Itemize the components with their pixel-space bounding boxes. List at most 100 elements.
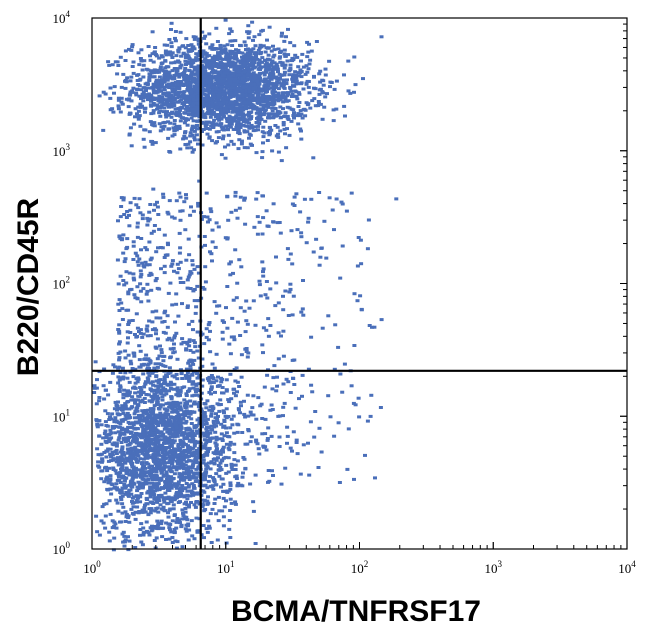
scatter-point-4570: [111, 443, 116, 447]
scatter-point-3826: [116, 381, 121, 385]
scatter-point-2551: [241, 76, 246, 80]
scatter-point-2323: [214, 86, 219, 90]
scatter-point-3966: [156, 424, 161, 427]
scatter-point-1673: [304, 64, 309, 68]
scatter-point-3811: [161, 457, 166, 461]
scatter-point-4341: [185, 489, 190, 493]
scatter-point-3766: [155, 398, 160, 402]
scatter-point-2165: [169, 41, 174, 45]
scatter-point-723: [252, 35, 257, 39]
scatter-point-995: [270, 106, 275, 110]
scatter-point-2756: [234, 366, 239, 370]
scatter-point-3650: [233, 379, 238, 383]
scatter-point-2849: [218, 465, 223, 469]
scatter-point-1883: [161, 110, 166, 114]
scatter-point-4810: [327, 196, 332, 200]
scatter-point-1060: [242, 54, 247, 58]
scatter-point-3494: [134, 439, 139, 443]
scatter-point-3110: [143, 510, 148, 514]
scatter-point-4986: [129, 362, 134, 366]
scatter-point-3890: [227, 443, 232, 447]
scatter-point-381: [260, 156, 265, 160]
scatter-point-4217: [110, 519, 115, 523]
scatter-point-4493: [188, 489, 193, 493]
scatter-point-417: [204, 83, 209, 87]
scatter-point-4420: [196, 430, 201, 434]
scatter-point-4193: [135, 406, 140, 410]
scatter-point-4422: [165, 502, 170, 506]
scatter-point-2052: [305, 103, 310, 107]
scatter-point-3728: [183, 510, 188, 514]
scatter-point-4538: [162, 464, 167, 468]
scatter-point-1912: [287, 69, 292, 73]
scatter-point-2876: [145, 376, 150, 380]
scatter-point-3776: [137, 330, 141, 333]
scatter-point-2481: [159, 125, 164, 129]
scatter-point-2857: [116, 400, 120, 404]
scatter-point-1785: [156, 99, 161, 103]
scatter-point-4893: [165, 314, 170, 318]
scatter-point-3455: [108, 478, 113, 482]
scatter-point-4048: [107, 466, 112, 470]
scatter-point-4690: [167, 366, 172, 370]
scatter-point-4464: [99, 469, 104, 473]
scatter-point-3343: [178, 389, 183, 392]
scatter-point-1811: [137, 78, 142, 82]
scatter-point-1941: [259, 79, 264, 83]
scatter-point-1879: [142, 107, 147, 111]
scatter-point-2425: [136, 109, 141, 113]
scatter-point-2486: [246, 97, 251, 101]
scatter-point-1881: [207, 135, 212, 139]
scatter-point-1183: [236, 131, 241, 135]
scatter-point-4650: [159, 418, 164, 422]
scatter-point-3967: [178, 521, 182, 525]
scatter-point-4793: [274, 389, 279, 393]
scatter-point-892: [111, 110, 116, 114]
scatter-point-632: [282, 52, 287, 56]
scatter-point-3260: [138, 533, 142, 537]
scatter-point-2825: [225, 326, 230, 330]
scatter-point-3405: [161, 432, 166, 436]
scatter-point-4452: [148, 415, 153, 419]
scatter-point-1442: [130, 90, 135, 94]
scatter-point-827: [107, 63, 112, 67]
scatter-point-1690: [246, 88, 251, 92]
scatter-point-2252: [257, 118, 262, 122]
scatter-point-1972: [322, 105, 327, 109]
scatter-point-3734: [166, 423, 171, 427]
scatter-point-1477: [274, 83, 279, 86]
scatter-point-1505: [210, 139, 215, 143]
scatter-point-4121: [205, 530, 210, 534]
scatter-point-2222: [236, 77, 241, 81]
scatter-point-2997: [171, 496, 176, 500]
scatter-point-2393: [221, 101, 226, 105]
scatter-point-4303: [131, 386, 135, 390]
scatter-point-4627: [211, 421, 216, 424]
scatter-point-4626: [158, 434, 163, 438]
scatter-point-1837: [264, 61, 269, 65]
scatter-point-1531: [281, 100, 286, 104]
scatter-point-951: [142, 86, 147, 90]
scatter-point-4640: [197, 416, 202, 420]
scatter-point-2519: [157, 97, 162, 101]
scatter-point-4581: [216, 468, 221, 472]
scatter-point-2513: [204, 60, 209, 64]
scatter-point-4636: [195, 418, 200, 422]
scatter-point-822: [188, 49, 193, 53]
scatter-point-2538: [210, 85, 215, 89]
scatter-point-2339: [226, 84, 231, 88]
scatter-point-4556: [137, 443, 142, 447]
scatter-point-3833: [266, 426, 271, 430]
scatter-point-3929: [174, 520, 179, 524]
scatter-point-3704: [157, 526, 162, 530]
scatter-point-2254: [242, 101, 247, 105]
scatter-point-1725: [284, 146, 289, 150]
scatter-point-2093: [275, 114, 279, 117]
scatter-point-582: [255, 57, 260, 61]
scatter-point-4988: [133, 296, 138, 300]
scatter-point-2394: [185, 107, 190, 111]
scatter-point-2373: [229, 77, 234, 81]
scatter-point-1754: [194, 52, 199, 56]
scatter-point-3238: [118, 450, 123, 454]
scatter-point-4517: [180, 517, 185, 521]
